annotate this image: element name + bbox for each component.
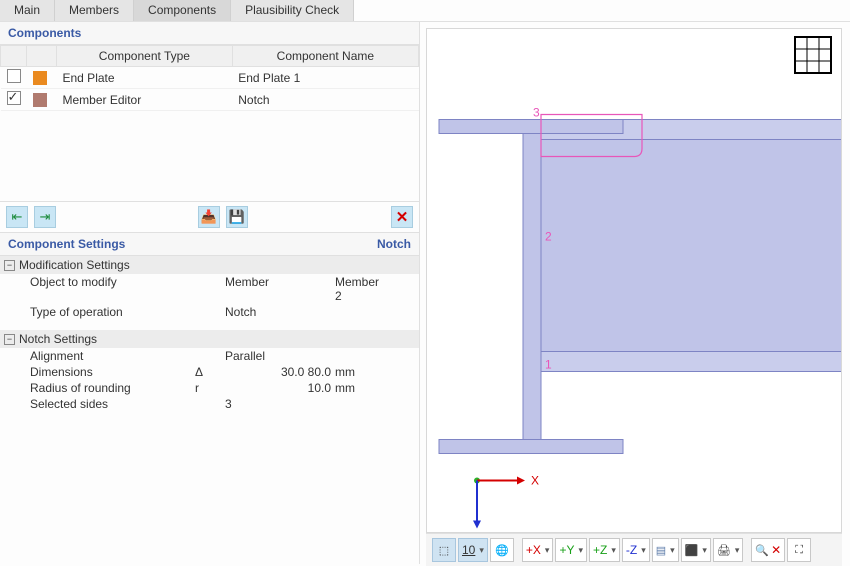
- group-modification-settings[interactable]: − Modification Settings: [0, 256, 419, 274]
- col-component-name[interactable]: Component Name: [232, 46, 418, 67]
- render-mode-button[interactable]: ▤: [652, 538, 679, 562]
- view-py-button[interactable]: +Y: [555, 538, 587, 562]
- prop-symbol: Δ: [195, 365, 225, 379]
- prop-symbol: [195, 397, 225, 411]
- view-iso-button[interactable]: 🌐: [490, 538, 514, 562]
- import-button[interactable]: 📥: [198, 206, 220, 228]
- scale-button[interactable]: 10: [458, 538, 488, 562]
- save-button[interactable]: 💾: [226, 206, 248, 228]
- prop-value: Member: [225, 275, 335, 303]
- components-toolbar: ⇤ ⇥ 📥 💾 ✕: [0, 201, 419, 233]
- group-title: Modification Settings: [19, 258, 130, 272]
- prop-unit: mm: [335, 365, 375, 379]
- prop-value2: Member 2: [335, 275, 375, 303]
- marker-3: 3: [533, 106, 540, 120]
- tab-strip: Main Members Components Plausibility Che…: [0, 0, 850, 22]
- tab-components[interactable]: Components: [134, 0, 231, 21]
- prop-value: 30.0 80.0: [225, 365, 335, 379]
- collapse-icon[interactable]: −: [4, 260, 15, 271]
- row-swatch: [33, 93, 47, 107]
- group-title: Notch Settings: [19, 332, 97, 346]
- components-table: Component Type Component Name End Plate …: [0, 45, 419, 111]
- zoom-reset-button[interactable]: 🔍✕: [751, 538, 785, 562]
- left-pane: Components Component Type Component Name…: [0, 22, 420, 564]
- row-name: Notch: [232, 89, 418, 111]
- view-pz-button[interactable]: +Z: [589, 538, 620, 562]
- row-checkbox[interactable]: [7, 91, 21, 105]
- prop-label: Object to modify: [30, 275, 195, 303]
- view-nz-button[interactable]: -Z: [622, 538, 650, 562]
- prop-value: 10.0: [225, 381, 335, 395]
- prop-value: Notch: [225, 305, 335, 319]
- tab-plausibility[interactable]: Plausibility Check: [231, 0, 354, 21]
- move-right-button[interactable]: ⇥: [34, 206, 56, 228]
- axis-x-label: X: [531, 474, 539, 488]
- beam-drawing: 3 2 1 X Z: [427, 29, 841, 532]
- table-row[interactable]: End Plate End Plate 1: [1, 67, 419, 89]
- prop-unit: mm: [335, 381, 375, 395]
- prop-row[interactable]: Dimensions Δ 30.0 80.0 mm: [0, 364, 419, 380]
- view-mode-button[interactable]: ⬚: [432, 538, 456, 562]
- tab-members[interactable]: Members: [55, 0, 134, 21]
- group-notch-settings[interactable]: − Notch Settings: [0, 330, 419, 348]
- prop-unit: [335, 349, 375, 363]
- prop-value: Parallel: [225, 349, 335, 363]
- move-left-button[interactable]: ⇤: [6, 206, 28, 228]
- prop-symbol: [195, 305, 225, 319]
- row-checkbox[interactable]: [7, 69, 21, 83]
- prop-symbol: [195, 275, 225, 303]
- print-button[interactable]: 🖨: [713, 538, 744, 562]
- prop-label: Dimensions: [30, 365, 195, 379]
- tab-main[interactable]: Main: [0, 0, 55, 21]
- prop-value: 3: [225, 397, 335, 411]
- prop-unit: [335, 305, 375, 319]
- prop-row[interactable]: Type of operation Notch: [0, 304, 419, 320]
- prop-symbol: [195, 349, 225, 363]
- prop-symbol: r: [195, 381, 225, 395]
- delete-button[interactable]: ✕: [391, 206, 413, 228]
- row-swatch: [33, 71, 47, 85]
- row-type: Member Editor: [57, 89, 233, 111]
- view-px-button[interactable]: +X: [522, 538, 554, 562]
- settings-panel-title: Component Settings Notch: [0, 233, 419, 256]
- right-pane: 3 2 1 X Z: [420, 22, 850, 564]
- prop-label: Radius of rounding: [30, 381, 195, 395]
- settings-title-left: Component Settings: [8, 237, 125, 251]
- table-row[interactable]: Member Editor Notch: [1, 89, 419, 111]
- display-button[interactable]: ⬛: [681, 538, 711, 562]
- settings-title-right: Notch: [377, 237, 411, 251]
- prop-row[interactable]: Radius of rounding r 10.0 mm: [0, 380, 419, 396]
- prop-label: Selected sides: [30, 397, 195, 411]
- row-name: End Plate 1: [232, 67, 418, 89]
- prop-label: Alignment: [30, 349, 195, 363]
- col-component-type[interactable]: Component Type: [57, 46, 233, 67]
- prop-unit: [335, 397, 375, 411]
- collapse-icon[interactable]: −: [4, 334, 15, 345]
- prop-row[interactable]: Selected sides 3: [0, 396, 419, 412]
- row-type: End Plate: [57, 67, 233, 89]
- components-panel-title: Components: [0, 22, 419, 45]
- prop-row[interactable]: Alignment Parallel: [0, 348, 419, 364]
- prop-row[interactable]: Object to modify Member Member 2: [0, 274, 419, 304]
- viewport-3d[interactable]: 3 2 1 X Z: [426, 28, 842, 533]
- expand-button[interactable]: ⛶: [787, 538, 811, 562]
- view-cube-icon[interactable]: [793, 35, 833, 75]
- viewport-toolbar: ⬚ 10 🌐 +X +Y +Z -Z ▤ ⬛ 🖨 🔍✕ ⛶: [426, 533, 842, 566]
- marker-2: 2: [545, 230, 552, 244]
- marker-1: 1: [545, 358, 552, 372]
- prop-label: Type of operation: [30, 305, 195, 319]
- axis-z-label: Z: [473, 532, 480, 533]
